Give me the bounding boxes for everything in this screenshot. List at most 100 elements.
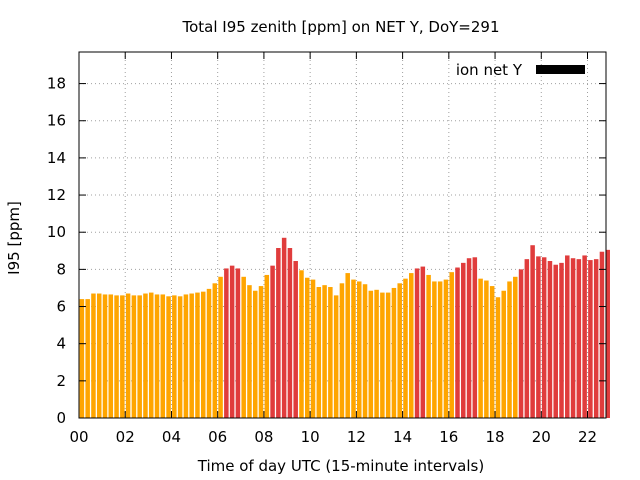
plot-border	[78, 51, 607, 419]
bar	[270, 265, 275, 418]
bar	[212, 283, 218, 418]
bar	[120, 295, 125, 418]
bar	[293, 261, 298, 418]
bar	[420, 266, 426, 418]
x-tick-label: 06	[208, 428, 227, 446]
bar	[345, 273, 350, 418]
bar	[565, 255, 570, 418]
y-axis-label: I95 [ppm]	[5, 201, 23, 275]
bar	[224, 268, 229, 418]
x-tick-label: 16	[439, 428, 458, 446]
bar	[206, 288, 212, 418]
x-tick-label: 08	[254, 428, 273, 446]
bar	[305, 277, 310, 418]
bar	[518, 269, 524, 418]
bar	[241, 276, 246, 418]
y-tick-label: 0	[56, 409, 66, 427]
bar	[489, 286, 495, 418]
bar	[351, 279, 356, 418]
bar	[426, 274, 431, 418]
bar	[172, 295, 177, 418]
bar	[125, 293, 131, 418]
bar	[177, 296, 183, 418]
y-tick-label: 6	[56, 298, 66, 316]
bar	[247, 285, 252, 418]
bar	[582, 255, 587, 418]
bar	[183, 294, 189, 418]
bar	[264, 274, 270, 418]
x-tick-label: 20	[532, 428, 551, 446]
y-tick-label: 14	[47, 149, 66, 167]
y-tick-label: 10	[47, 223, 66, 241]
bar	[443, 279, 449, 418]
x-tick-labels: 00 02 04 06 08 10 12 14 16 18 20 22	[69, 428, 597, 446]
bar	[449, 272, 454, 418]
y-tick-label: 18	[47, 75, 66, 93]
y-tick-label: 8	[56, 260, 66, 278]
bar	[281, 237, 287, 418]
legend: ion net Y	[456, 61, 585, 79]
bar	[322, 285, 327, 418]
bar	[143, 293, 148, 418]
bar	[455, 267, 460, 418]
bar	[605, 249, 610, 418]
bar	[385, 292, 391, 418]
bar	[96, 293, 102, 418]
bar	[299, 270, 304, 418]
y-tick-label: 12	[47, 186, 66, 204]
legend-label: ion net Y	[456, 61, 523, 79]
bar	[362, 284, 368, 418]
y-tick-label: 2	[56, 372, 66, 390]
bar	[287, 248, 293, 418]
y-tick-label: 16	[47, 112, 66, 130]
bar	[530, 245, 535, 418]
bar	[235, 268, 241, 418]
bar	[553, 264, 558, 418]
bar	[547, 261, 553, 418]
bar	[316, 287, 322, 418]
bar	[108, 294, 114, 418]
bar	[114, 295, 119, 418]
bar	[79, 299, 85, 418]
chart-title: Total I95 zenith [ppm] on NET Y, DoY=291	[181, 18, 499, 36]
bar	[507, 281, 512, 418]
bar	[166, 296, 171, 418]
x-tick-label: 04	[162, 428, 181, 446]
bar	[501, 290, 506, 418]
bar	[409, 273, 414, 418]
bar	[218, 276, 223, 418]
bar	[484, 280, 489, 418]
bar	[252, 290, 258, 418]
bar	[391, 287, 397, 418]
x-tick-label: 22	[578, 428, 597, 446]
bar	[437, 281, 443, 418]
bar	[85, 299, 90, 418]
bar	[472, 257, 478, 418]
bar	[478, 278, 483, 418]
bar	[380, 292, 385, 418]
bar	[328, 287, 333, 418]
bar	[131, 295, 137, 418]
bar	[189, 293, 194, 418]
bar	[570, 258, 576, 418]
bar	[91, 293, 96, 418]
bar	[258, 286, 264, 418]
bar	[333, 295, 339, 418]
x-tick-label: 02	[116, 428, 135, 446]
bar	[576, 259, 582, 418]
bar	[513, 276, 518, 418]
bar	[397, 283, 402, 418]
bar	[200, 291, 206, 418]
bar	[593, 259, 599, 418]
bar	[541, 257, 547, 418]
x-axis-label: Time of day UTC (15-minute intervals)	[197, 457, 484, 475]
bar	[357, 281, 362, 418]
bar	[195, 292, 200, 418]
bar	[536, 256, 541, 418]
x-tick-label: 18	[486, 428, 505, 446]
y-tick-labels: 0 2 4 6 8 10 12 14 16 18	[47, 75, 66, 427]
bar	[276, 248, 281, 418]
bar	[310, 279, 316, 418]
bar	[559, 262, 564, 418]
